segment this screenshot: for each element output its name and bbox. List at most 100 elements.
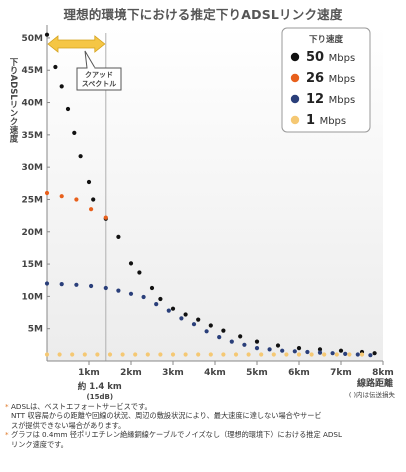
data-point-4-22 [309,352,314,357]
data-point-1-10 [116,234,121,239]
x-tick-label: 1km [78,368,100,378]
y-tick-label: 45M [22,66,44,76]
data-point-1-8 [91,197,96,202]
data-point-4-15 [221,352,226,357]
legend-entry-2: 26 Mbps [306,71,355,86]
data-point-1-17 [196,317,201,322]
data-point-2-4 [89,207,94,212]
quad-spectrum-callout-box [76,67,122,91]
data-point-3-13 [204,329,209,334]
legend-value: 1 [306,113,320,128]
legend-marker-1 [290,52,300,62]
data-point-1-15 [170,306,176,311]
x-tick-label: 7km [330,368,352,378]
data-point-1-27 [372,351,377,356]
data-point-3-17 [254,346,260,351]
data-point-4-2 [57,352,62,357]
data-point-1-2 [53,64,58,70]
data-point-1-16 [183,312,188,317]
callout-line-1: クアッド [85,70,113,79]
x-tick-label: 4km [204,368,226,378]
quad-spectrum-arrow [47,35,106,53]
x-tick-label: 6km [288,368,310,378]
x-tick-label: 3km [162,368,184,378]
data-point-3-12 [191,322,197,327]
data-point-4-13 [196,352,201,357]
legend-marker-2 [290,73,300,83]
data-point-1-12 [137,270,142,275]
data-point-1-14 [158,296,163,302]
data-point-1-20 [238,334,243,339]
legend-marker-3 [290,94,300,104]
data-point-4-11 [170,352,176,357]
x-tick-label: 5km [246,368,268,378]
data-point-4-9 [145,352,150,357]
footnote-1: * ADSLは、ベストエフォートサービスです。 NTT 収容局からの距離や回線の状況… [5,402,403,430]
data-point-3-25 [355,352,360,357]
data-point-4-3 [70,352,75,357]
data-point-4-7 [120,352,125,357]
data-point-4-10 [158,352,163,357]
data-point-1-5 [72,130,77,135]
data-point-4-4 [82,352,87,357]
legend-box [281,27,371,133]
x-tick-label: 2km [120,368,142,378]
data-point-3-10 [166,308,171,313]
footnote-line: NTT 収容局からの距離や回線の状況、周辺の敷設状況により、最大速度に達しない場… [11,411,322,421]
marker-label-sub: (15dB) [87,393,114,400]
data-point-3-20 [292,349,297,354]
y-tick-label: 25M [22,195,44,205]
legend-title: 下り速度 [309,34,344,45]
data-point-4-20 [284,352,289,357]
data-point-3-11 [179,316,184,321]
data-point-1-18 [208,323,213,328]
legend-entry-1: 50 Mbps [306,50,355,65]
data-point-1-11 [128,261,134,266]
data-point-3-4 [89,283,94,289]
data-point-4-24 [334,352,339,357]
data-point-4-16 [233,352,239,357]
data-point-4-25 [347,352,352,357]
data-point-3-14 [217,335,222,340]
legend-unit: Mbps [329,95,356,106]
data-point-3-23 [330,351,335,356]
data-point-3-7 [128,291,134,296]
data-point-3-6 [116,288,121,293]
legend-marker-4 [290,115,300,125]
data-point-3-5 [103,285,108,291]
legend-unit: Mbps [320,116,347,127]
legend-unit: Mbps [329,53,356,64]
y-tick-label: 50M [22,34,44,44]
data-point-1-21 [254,339,260,344]
data-point-1-25 [338,348,344,353]
data-point-4-23 [322,352,327,357]
data-point-4-18 [259,352,264,357]
footnotes: * ADSLは、ベストエフォートサービスです。 NTT 収容局からの距離や回線の状況… [5,402,403,449]
data-point-2-3 [74,197,79,202]
x-axis-label: 線路距離 [357,377,393,389]
footnote-line: ADSLは、ベストエフォートサービスです。 [11,402,152,411]
legend-entry-4: 1 Mbps [306,113,346,128]
marker-label-main: 約 1.4 km [78,381,122,392]
data-point-4-17 [246,352,251,357]
data-point-3-19 [280,348,285,353]
data-point-3-24 [343,351,348,356]
footnote-line: グラフは 0.4mm 径ポリエチレン絶縁銅線ケーブルでノイズなし（理想的環境下）… [11,430,342,440]
data-point-1-1 [44,32,50,37]
data-point-4-14 [208,352,213,357]
callout-line-2: スペクトル [82,79,117,88]
data-point-3-21 [305,349,310,355]
data-point-2-1 [44,190,50,196]
data-point-3-22 [317,350,323,355]
data-point-3-15 [229,339,234,344]
y-tick-label: 20M [22,228,44,238]
data-point-1-19 [221,328,226,333]
legend-entry-3: 12 Mbps [306,92,355,107]
data-point-1-6 [78,154,83,159]
legend-value: 26 [306,71,329,86]
data-point-4-26 [359,352,365,357]
y-tick-label: 5M [28,325,43,335]
data-point-1-4 [65,106,71,112]
footnote-mark: * [5,430,9,440]
